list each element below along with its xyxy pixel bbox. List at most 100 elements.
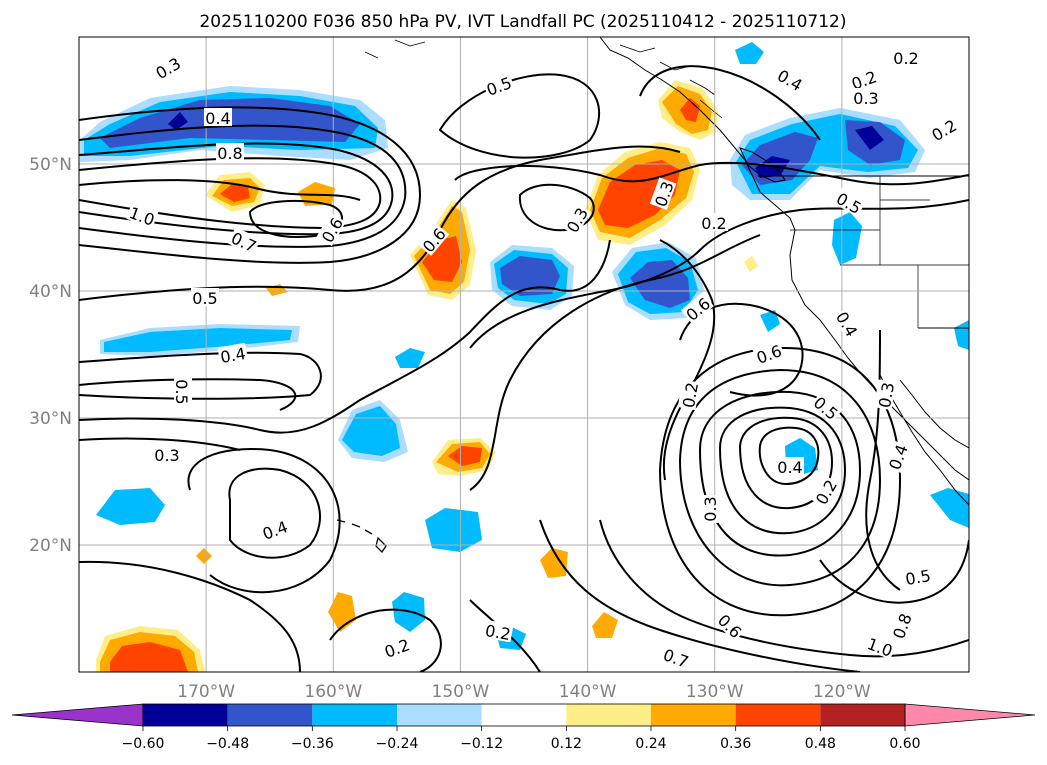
longitude-tick-label: 130°W xyxy=(686,682,744,702)
pv-contour xyxy=(539,519,861,672)
map-frame xyxy=(78,36,970,673)
colorbar-tick-label: 0.24 xyxy=(635,736,666,752)
pv-contour xyxy=(79,106,422,264)
pv-contour xyxy=(79,239,611,434)
contour-label-bg xyxy=(174,378,192,406)
pv-contour xyxy=(469,234,761,491)
contour-label-bg xyxy=(883,440,911,473)
colorbar-segment xyxy=(397,704,482,726)
contour-label: 0.5 xyxy=(192,289,217,308)
contour-label-bg xyxy=(561,202,591,237)
colorbar-segment xyxy=(481,704,567,726)
colorbar-segment xyxy=(312,704,397,726)
contour-label-bg xyxy=(482,71,515,99)
pc-blob-small-13 xyxy=(744,256,758,272)
colorbar-tick-label: −0.12 xyxy=(460,736,503,752)
contour-label-bg xyxy=(714,609,747,642)
pv-contour xyxy=(228,467,321,559)
colorbar-tick-label: 0.60 xyxy=(889,736,920,752)
pv-contour xyxy=(658,346,902,617)
contour-label: 0.5 xyxy=(904,566,932,589)
pv-contour xyxy=(79,560,301,672)
colorbar-tick-label: −0.36 xyxy=(291,736,334,752)
pc-blob-small-5 xyxy=(832,212,862,265)
contour-label: 0.8 xyxy=(217,144,242,163)
colorbar-segment xyxy=(651,704,736,726)
colorbar-tick-label: −0.48 xyxy=(206,736,249,752)
contour-label: 0.4 xyxy=(219,344,247,367)
latitude-tick-label: 20°N xyxy=(29,536,72,556)
contour-label: 0.4 xyxy=(205,109,230,128)
longitude-tick-label: 170°W xyxy=(177,682,235,702)
contour-label-bg xyxy=(847,65,880,93)
pv-contour xyxy=(865,329,901,591)
contour-label: 0.4 xyxy=(777,458,802,477)
pv-contour xyxy=(454,161,969,186)
alaska-panhandle-islands xyxy=(364,39,723,119)
contour-label: 0.2 xyxy=(484,621,512,644)
coastline-layer xyxy=(336,37,969,554)
contour-label-bg xyxy=(832,187,867,217)
state-borders xyxy=(790,176,969,328)
longitude-tick-label: 150°W xyxy=(432,682,490,702)
contour-label-bg xyxy=(227,227,261,256)
colorbar-tick-label: −0.24 xyxy=(376,736,419,752)
pc-blob-small-4 xyxy=(735,42,764,64)
contour-label-bg xyxy=(680,292,714,325)
latitude-tick-labels: 50°N 40°N 30°N 20°N xyxy=(29,155,72,556)
contour-label-bg xyxy=(810,474,840,509)
colorbar-tick-label: −0.60 xyxy=(122,736,165,752)
pv-contour xyxy=(599,519,969,658)
pc-blob-baja-neg xyxy=(930,488,969,528)
contour-label: 0.3 xyxy=(875,381,898,409)
colorbar-segment xyxy=(566,704,651,726)
latitude-tick-label: 50°N xyxy=(29,155,72,175)
pv-contour xyxy=(79,437,241,451)
contour-label-bg xyxy=(926,114,961,144)
colorbar-tick-label: 0.12 xyxy=(551,736,582,752)
colorbar-tick-label: 0.36 xyxy=(720,736,751,752)
contour-label-bg xyxy=(700,495,718,523)
pv-contour xyxy=(79,378,297,411)
pc-blob-mid-pacific xyxy=(422,236,462,282)
pc-blob-small-1 xyxy=(395,348,425,368)
pc-blob-south-neg xyxy=(425,508,482,552)
longitude-tick-labels: 170°W 160°W 150°W 140°W 130°W 120°W xyxy=(177,682,871,702)
contour-label: 0.3 xyxy=(701,496,720,521)
pc-blob-gulf-alaska xyxy=(680,98,700,122)
contour-label: 0.3 xyxy=(154,446,179,465)
colorbar: −0.60 −0.48 −0.36 −0.24 −0.12 0.12 0.24 0.36 0.4… xyxy=(11,703,1036,752)
pv-contour xyxy=(738,416,834,510)
pc-blob-subtropical xyxy=(630,260,690,308)
colorbar-segment xyxy=(143,704,228,726)
colorbar-segment xyxy=(227,704,313,726)
contour-label-bg xyxy=(833,306,863,341)
chart-title: 2025110200 F036 850 hPa PV, IVT Landfall… xyxy=(199,12,846,32)
colorbar-outline xyxy=(142,703,906,727)
pv-contour xyxy=(518,183,595,232)
contour-label: 0.3 xyxy=(853,89,878,108)
contour-label-bg xyxy=(191,288,219,306)
pv-contour xyxy=(329,608,442,672)
gulf-of-california-coast xyxy=(899,379,969,449)
contour-label-bg xyxy=(258,515,291,543)
contour-label-bg xyxy=(864,632,897,660)
pc-blob-sw-neg xyxy=(96,488,165,525)
contour-label-bg xyxy=(153,445,181,463)
contour-label: 0.2 xyxy=(701,214,726,233)
colorbar-extend-min xyxy=(11,703,144,727)
pv-contour xyxy=(819,539,969,604)
pv-contour xyxy=(79,179,361,201)
pc-blob-central xyxy=(500,256,560,296)
longitude-tick-label: 120°W xyxy=(813,682,871,702)
contour-label-bg xyxy=(316,212,346,247)
contour-label-bg xyxy=(776,457,804,475)
contour-label-bg xyxy=(649,177,677,210)
contour-label-bg xyxy=(660,643,693,671)
contour-label-bg xyxy=(417,222,450,256)
contour-label: 0.2 xyxy=(893,49,918,68)
pv-contour xyxy=(758,426,820,486)
latitude-tick-label: 40°N xyxy=(29,282,72,302)
pv-contour xyxy=(718,406,847,535)
